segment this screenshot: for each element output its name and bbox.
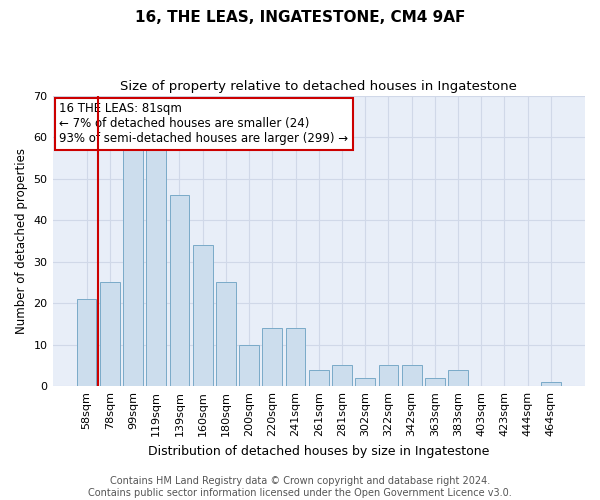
Bar bbox=[193, 245, 212, 386]
Bar bbox=[355, 378, 375, 386]
Y-axis label: Number of detached properties: Number of detached properties bbox=[15, 148, 28, 334]
Text: 16, THE LEAS, INGATESTONE, CM4 9AF: 16, THE LEAS, INGATESTONE, CM4 9AF bbox=[135, 10, 465, 25]
Bar bbox=[216, 282, 236, 386]
Bar bbox=[402, 366, 422, 386]
Bar bbox=[286, 328, 305, 386]
Bar bbox=[379, 366, 398, 386]
Text: Contains HM Land Registry data © Crown copyright and database right 2024.
Contai: Contains HM Land Registry data © Crown c… bbox=[88, 476, 512, 498]
Bar bbox=[123, 146, 143, 386]
Bar bbox=[146, 146, 166, 386]
Bar bbox=[448, 370, 468, 386]
Bar bbox=[332, 366, 352, 386]
Bar bbox=[541, 382, 561, 386]
X-axis label: Distribution of detached houses by size in Ingatestone: Distribution of detached houses by size … bbox=[148, 444, 490, 458]
Bar bbox=[77, 299, 97, 386]
Bar bbox=[309, 370, 329, 386]
Title: Size of property relative to detached houses in Ingatestone: Size of property relative to detached ho… bbox=[121, 80, 517, 93]
Bar bbox=[170, 195, 190, 386]
Bar bbox=[425, 378, 445, 386]
Bar bbox=[239, 344, 259, 386]
Bar bbox=[262, 328, 282, 386]
Text: 16 THE LEAS: 81sqm
← 7% of detached houses are smaller (24)
93% of semi-detached: 16 THE LEAS: 81sqm ← 7% of detached hous… bbox=[59, 102, 349, 146]
Bar bbox=[100, 282, 119, 386]
